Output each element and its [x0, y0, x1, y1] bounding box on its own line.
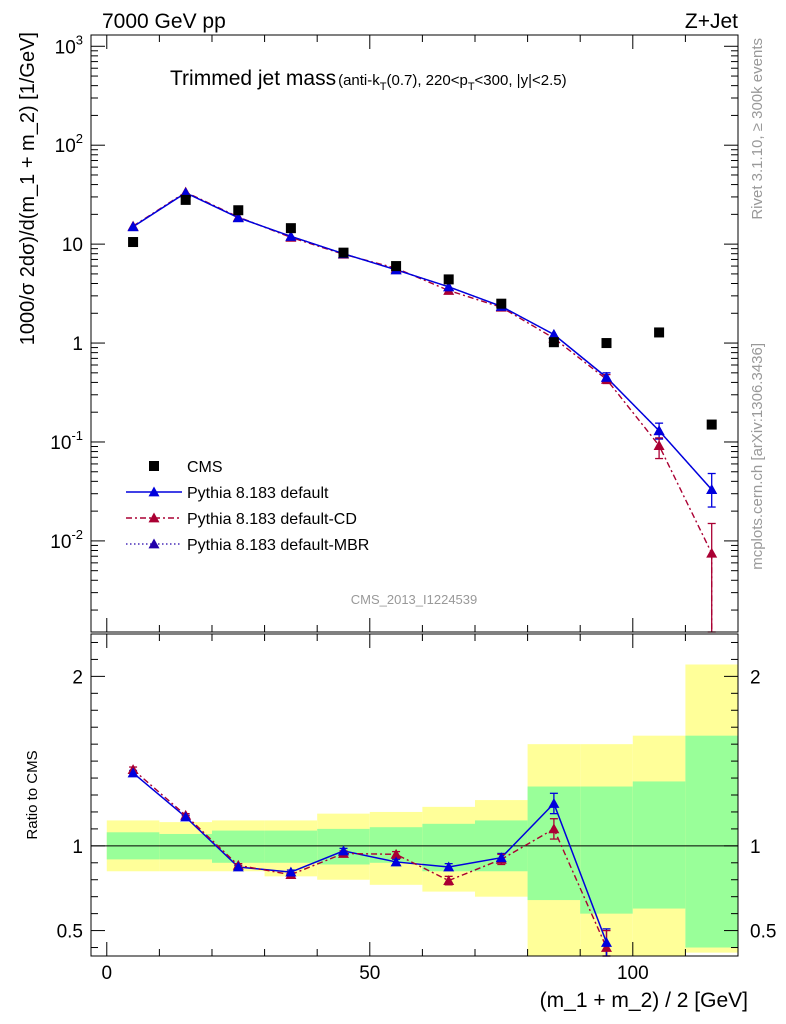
- legend-marker-cms: [149, 461, 159, 471]
- ratio-marker-cd: [600, 942, 612, 952]
- band-green: [264, 830, 318, 863]
- chart-title: Trimmed jet mass (anti-kT(0.7), 220<pT<30…: [170, 67, 567, 93]
- ratio-marker-default: [495, 852, 507, 863]
- ratio-y-tick-label-right: 0.5: [750, 922, 776, 943]
- band-green: [580, 786, 633, 914]
- ratio-marker-cd: [390, 848, 402, 859]
- analysis-id: CMS_2013_I1224539: [351, 592, 478, 607]
- main-series: [127, 186, 718, 633]
- main-ylabel: 1000/σ 2dσ)/d(m_1 + m_2) [1/GeV]: [17, 32, 39, 345]
- marker-default: [232, 212, 244, 223]
- ratio-bands: [91, 664, 738, 956]
- y-tick-label: 103: [55, 32, 83, 58]
- ratio-series: [127, 764, 612, 957]
- x-tick-label: 0: [101, 963, 112, 984]
- legend-label: Pythia 8.183 default-CD: [187, 511, 357, 528]
- mcplots-label: mcplots.cern.ch [arXiv:1306.3436]: [749, 343, 766, 570]
- data-point-cms: [285, 223, 296, 234]
- data-point-cms: [233, 205, 244, 216]
- legend-label: Pythia 8.183 default-MBR: [187, 537, 369, 554]
- y-tick-label: 1: [72, 334, 83, 355]
- ratio-marker-default: [390, 856, 402, 867]
- marker-default: [600, 371, 612, 382]
- ratio-frame: [90, 633, 739, 957]
- data-point-cms: [338, 247, 349, 258]
- ratio-marker-default: [600, 936, 612, 947]
- legend-marker-mbr: [148, 538, 160, 549]
- marker-default: [180, 187, 192, 198]
- y-tick-label: 10-2: [50, 527, 83, 553]
- y-tick-label: 102: [55, 131, 83, 157]
- chart-title-main: Trimmed jet mass: [170, 67, 336, 90]
- legend-label: Pythia 8.183 default: [187, 485, 329, 502]
- marker-default: [443, 281, 455, 292]
- data-point-cms: [391, 261, 402, 272]
- ratio-y-tick-label-right: 2: [750, 667, 761, 688]
- ratio-ticks: 0.5 0.5 1 1 2 2 0 50 100: [57, 634, 776, 984]
- chart-title-sub: (anti-kT(0.7), 220<pT<300, |y|<2.5): [338, 72, 567, 93]
- marker-default: [127, 221, 139, 232]
- x-tick-label: 50: [359, 963, 380, 984]
- data-point-cms: [548, 337, 559, 348]
- data-point-cms: [443, 274, 454, 285]
- band-green: [632, 781, 686, 909]
- ratio-marker-default: [548, 797, 560, 808]
- ratio-y-tick-label: 2: [72, 667, 83, 688]
- band-green: [159, 833, 212, 860]
- series-line-cd: [132, 191, 713, 554]
- ratio-line-default: [132, 772, 608, 943]
- ratio-marker-default: [232, 861, 244, 872]
- data-point-cms: [180, 194, 191, 205]
- rivet-label: Rivet 3.1.10, ≥ 300k events: [749, 38, 766, 220]
- ratio-panel: 0.5 0.5 1 1 2 2 0 50 100 Ratio to CMS (m_1 + m_2…: [24, 633, 776, 1012]
- marker-default: [285, 230, 297, 241]
- data-point-cms: [706, 419, 717, 430]
- main-panel: 10-2 10-1 1 10 102 103 Trimmed jet mass (anti-…: [17, 32, 739, 633]
- ratio-marker-default: [443, 861, 455, 872]
- data-point-cms: [654, 327, 665, 338]
- marker-cd: [706, 547, 718, 558]
- ratio-y-tick-label: 1: [72, 837, 83, 858]
- ratio-y-tick-label: 0.5: [57, 922, 83, 943]
- ratio-marker-cd: [443, 875, 455, 885]
- marker-cd: [653, 440, 665, 450]
- data-point-cms: [601, 338, 612, 349]
- marker-default: [653, 425, 665, 436]
- series-line-default: [132, 191, 713, 491]
- data-point-cms: [496, 298, 507, 309]
- y-tick-label: 10-1: [50, 428, 83, 454]
- band-green: [685, 735, 738, 948]
- header-right: Z+Jet: [685, 10, 738, 33]
- ratio-ylabel: Ratio to CMS: [24, 750, 41, 839]
- legend: CMS Pythia 8.183 default Pythia 8.183 defa…: [126, 459, 369, 554]
- header-left: 7000 GeV pp: [102, 10, 226, 33]
- x-tick-label: 100: [617, 963, 649, 984]
- ratio-line-cd: [132, 769, 608, 948]
- ratio-marker-cd: [548, 823, 560, 834]
- legend-marker-default: [148, 486, 160, 497]
- ratio-marker-default: [337, 845, 349, 856]
- legend-label: CMS: [187, 459, 223, 476]
- series-line-mbr: [132, 192, 713, 491]
- legend-marker-cd: [148, 512, 160, 523]
- ratio-marker-default: [180, 811, 192, 822]
- marker-default: [706, 484, 718, 495]
- ratio-marker-default: [285, 866, 297, 877]
- ratio-marker-default: [127, 767, 139, 778]
- xlabel: (m_1 + m_2) / 2 [GeV]: [540, 989, 748, 1012]
- main-ticks: 10-2 10-1 1 10 102 103: [50, 32, 739, 632]
- ratio-y-tick-label-right: 1: [750, 837, 761, 858]
- band-green: [211, 830, 265, 863]
- marker-default: [548, 329, 560, 339]
- data-point-cms: [128, 237, 139, 248]
- main-frame: [90, 34, 739, 633]
- y-tick-label: 10: [62, 235, 83, 256]
